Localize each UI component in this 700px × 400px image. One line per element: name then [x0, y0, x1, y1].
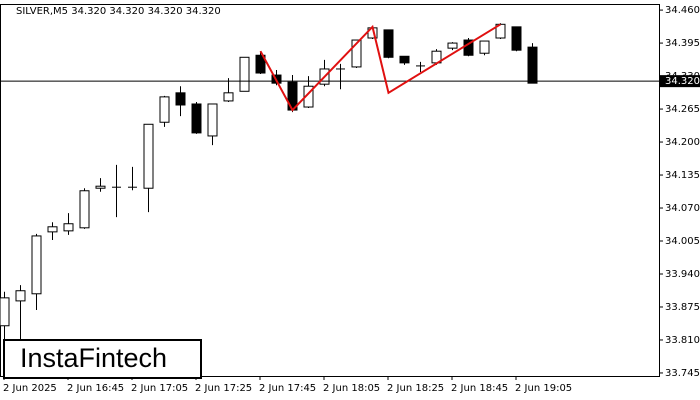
y-tick-label: 33.745: [665, 368, 700, 379]
x-tick-label: 2 Jun 19:05: [515, 383, 572, 394]
logo-text: InstaFintech: [20, 343, 167, 373]
candle-body: [207, 103, 218, 137]
candle-body: [255, 54, 266, 74]
candle-body: [511, 26, 522, 51]
plot-frame: [0, 4, 660, 377]
y-tick-label: 33.875: [665, 302, 700, 313]
candle-body: [63, 223, 74, 232]
candle-body: [223, 92, 234, 102]
candle-body: [15, 290, 26, 302]
price-label-bg: [660, 75, 700, 88]
candle-body: [143, 123, 154, 189]
y-tick-label: 34.070: [665, 203, 700, 214]
candle-body: [191, 103, 202, 134]
x-tick-label: 2 Jun 18:05: [323, 383, 380, 394]
y-tick-label: 33.810: [665, 335, 700, 346]
candle-body: [399, 55, 410, 64]
chart-title: SILVER,M5 34.320 34.320 34.320 34.320: [16, 6, 221, 17]
candle-body: [239, 56, 250, 92]
candle-body: [303, 85, 314, 108]
logo-box: [3, 339, 202, 379]
candle-body: [159, 96, 170, 123]
candle-body: [175, 92, 186, 106]
y-tick-label: 33.940: [665, 269, 700, 280]
candle-body: [47, 226, 58, 233]
candle-body: [383, 29, 394, 58]
candle-body: [95, 185, 106, 189]
candle-body: [447, 42, 458, 49]
y-tick-label: 34.005: [665, 236, 700, 247]
y-tick-label: 34.460: [665, 5, 700, 16]
x-tick-label: 2 Jun 18:25: [387, 383, 444, 394]
candle-body: [479, 40, 490, 54]
x-tick-label: 2 Jun 2025: [3, 383, 57, 394]
x-tick-label: 2 Jun 17:25: [195, 383, 252, 394]
pattern-line: [259, 23, 502, 112]
y-tick-label: 34.265: [665, 104, 700, 115]
y-tick-label: 34.200: [665, 137, 700, 148]
x-tick-label: 2 Jun 17:45: [259, 383, 316, 394]
x-tick-label: 2 Jun 17:05: [131, 383, 188, 394]
x-tick-label: 2 Jun 18:45: [451, 383, 508, 394]
y-tick-label: 34.395: [665, 38, 700, 49]
x-tick-label: 2 Jun 16:45: [67, 383, 124, 394]
candle-body: [79, 190, 90, 229]
candle-body: [351, 39, 362, 68]
candle-body: [527, 46, 538, 84]
plot-area: 34.46034.39534.33034.26534.20034.13534.0…: [0, 5, 700, 394]
price-label: 34.320: [665, 76, 700, 87]
y-tick-label: 34.135: [665, 170, 700, 181]
candle-body: [31, 235, 42, 295]
candle-body: [0, 297, 10, 327]
